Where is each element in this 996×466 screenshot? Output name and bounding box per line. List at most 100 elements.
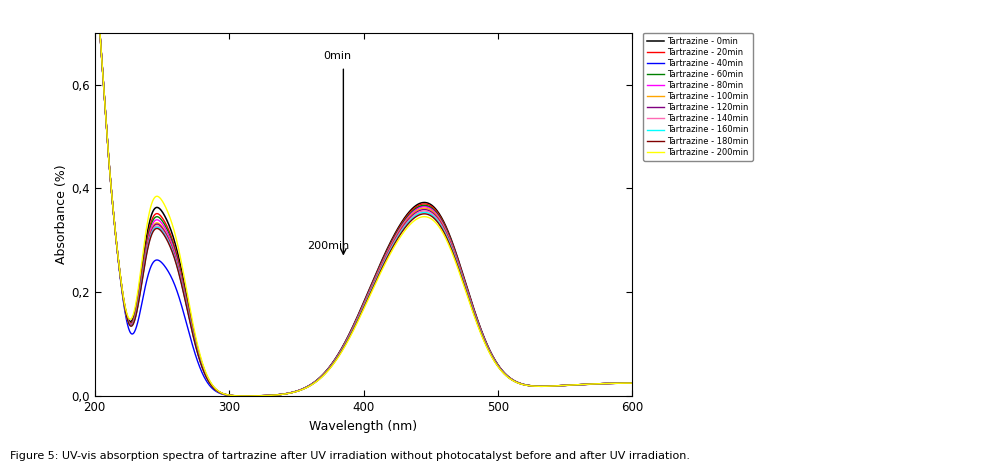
Tartrazine - 120min [143, 234, 155, 240]
Tartrazine - 120min [626, 380, 638, 386]
Tartrazine - 140min [509, 378, 521, 384]
Tartrazine - 80min [518, 382, 530, 387]
Tartrazine - 140min [239, 393, 251, 399]
Line: Tartrazine - 40min: Tartrazine - 40min [95, 0, 632, 396]
Tartrazine - 180min [626, 380, 638, 386]
Line: Tartrazine - 0min: Tartrazine - 0min [95, 0, 632, 396]
Tartrazine - 160min [239, 393, 251, 399]
Tartrazine - 140min [518, 382, 530, 388]
Tartrazine - 20min [143, 225, 155, 230]
Tartrazine - 40min [307, 381, 319, 386]
Tartrazine - 100min [143, 233, 155, 239]
Tartrazine - 100min [518, 382, 530, 388]
Tartrazine - 0min [143, 219, 155, 225]
Tartrazine - 80min [626, 380, 638, 386]
Tartrazine - 20min [518, 382, 530, 387]
Tartrazine - 0min [509, 378, 521, 384]
Tartrazine - 0min [518, 382, 530, 387]
Tartrazine - 200min [326, 363, 338, 369]
Tartrazine - 0min [326, 361, 338, 366]
Tartrazine - 40min [458, 279, 470, 284]
Y-axis label: Absorbance (%): Absorbance (%) [56, 164, 69, 264]
Line: Tartrazine - 60min: Tartrazine - 60min [95, 0, 632, 396]
Tartrazine - 180min [239, 393, 251, 399]
Legend: Tartrazine - 0min, Tartrazine - 20min, Tartrazine - 40min, Tartrazine - 60min, T: Tartrazine - 0min, Tartrazine - 20min, T… [643, 33, 753, 161]
Line: Tartrazine - 140min: Tartrazine - 140min [95, 0, 632, 396]
Tartrazine - 160min [626, 380, 638, 386]
Tartrazine - 100min [239, 393, 251, 399]
Tartrazine - 40min [238, 393, 250, 399]
Tartrazine - 120min [458, 281, 470, 286]
Tartrazine - 40min [326, 361, 338, 367]
Tartrazine - 100min [458, 280, 470, 285]
Tartrazine - 80min [239, 393, 251, 399]
Tartrazine - 180min [307, 381, 319, 387]
Line: Tartrazine - 120min: Tartrazine - 120min [95, 0, 632, 396]
Tartrazine - 0min [239, 393, 251, 399]
Text: 0min: 0min [323, 51, 352, 61]
Tartrazine - 180min [458, 283, 470, 289]
Tartrazine - 40min [143, 267, 155, 273]
Tartrazine - 180min [326, 363, 338, 368]
Tartrazine - 100min [326, 362, 338, 367]
Tartrazine - 0min [307, 381, 319, 386]
Tartrazine - 120min [509, 378, 521, 384]
Tartrazine - 160min [143, 237, 155, 243]
Tartrazine - 80min [143, 231, 155, 236]
Tartrazine - 160min [518, 382, 530, 388]
Tartrazine - 60min [509, 378, 521, 384]
Tartrazine - 60min [326, 361, 338, 367]
Text: Figure 5: UV-vis absorption spectra of tartrazine after UV irradiation without p: Figure 5: UV-vis absorption spectra of t… [10, 452, 690, 461]
Tartrazine - 20min [509, 378, 521, 384]
Tartrazine - 120min [307, 381, 319, 387]
Tartrazine - 20min [307, 381, 319, 386]
Line: Tartrazine - 200min: Tartrazine - 200min [95, 0, 632, 396]
Tartrazine - 80min [326, 362, 338, 367]
Tartrazine - 60min [518, 382, 530, 387]
Tartrazine - 60min [458, 278, 470, 284]
Tartrazine - 180min [143, 239, 155, 244]
Tartrazine - 40min [518, 382, 530, 387]
Tartrazine - 200min [626, 380, 638, 386]
Line: Tartrazine - 80min: Tartrazine - 80min [95, 0, 632, 396]
Tartrazine - 20min [458, 277, 470, 283]
Tartrazine - 140min [143, 236, 155, 242]
Line: Tartrazine - 160min: Tartrazine - 160min [95, 0, 632, 396]
Tartrazine - 200min [307, 382, 319, 387]
Tartrazine - 160min [509, 378, 521, 384]
Tartrazine - 60min [307, 381, 319, 386]
Line: Tartrazine - 100min: Tartrazine - 100min [95, 0, 632, 396]
Tartrazine - 40min [509, 378, 521, 384]
Tartrazine - 160min [326, 363, 338, 368]
Tartrazine - 20min [326, 361, 338, 367]
Line: Tartrazine - 20min: Tartrazine - 20min [95, 0, 632, 396]
Tartrazine - 100min [626, 380, 638, 386]
Tartrazine - 80min [458, 279, 470, 285]
Tartrazine - 60min [239, 393, 251, 399]
X-axis label: Wavelength (nm): Wavelength (nm) [310, 419, 417, 432]
Tartrazine - 0min [626, 380, 638, 386]
Tartrazine - 140min [626, 380, 638, 386]
Tartrazine - 140min [326, 362, 338, 368]
Tartrazine - 120min [326, 362, 338, 368]
Tartrazine - 60min [143, 228, 155, 233]
Tartrazine - 200min [143, 209, 155, 214]
Tartrazine - 100min [307, 381, 319, 386]
Tartrazine - 160min [307, 381, 319, 387]
Line: Tartrazine - 180min: Tartrazine - 180min [95, 0, 632, 396]
Tartrazine - 20min [626, 380, 638, 386]
Tartrazine - 200min [458, 285, 470, 290]
Tartrazine - 40min [626, 380, 638, 386]
Tartrazine - 120min [239, 393, 251, 399]
Tartrazine - 160min [458, 282, 470, 288]
Tartrazine - 60min [626, 380, 638, 386]
Tartrazine - 140min [307, 381, 319, 387]
Tartrazine - 80min [509, 378, 521, 384]
Tartrazine - 200min [240, 393, 252, 399]
Tartrazine - 140min [458, 281, 470, 287]
Tartrazine - 200min [509, 379, 521, 384]
Tartrazine - 0min [458, 276, 470, 282]
Text: 200min: 200min [307, 240, 350, 251]
Tartrazine - 180min [509, 378, 521, 384]
Tartrazine - 20min [239, 393, 251, 399]
